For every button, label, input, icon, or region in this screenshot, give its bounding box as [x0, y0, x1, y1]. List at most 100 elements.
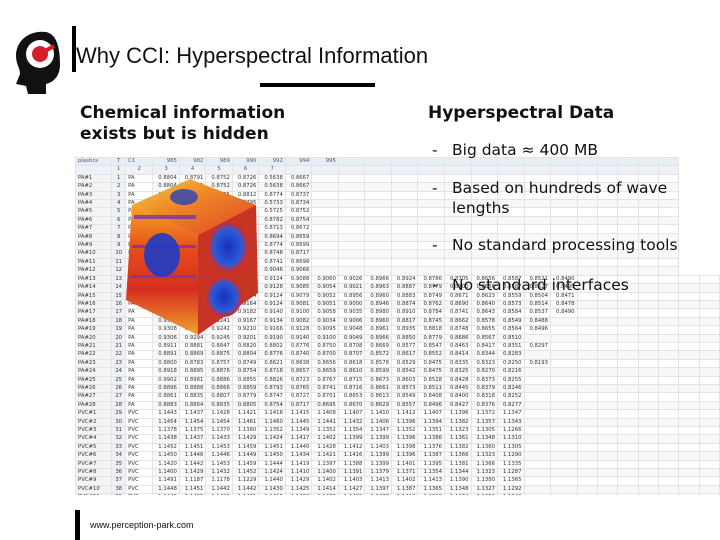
table-cell [637, 392, 659, 402]
table-cell: 992 [258, 157, 286, 167]
table-cell [637, 266, 659, 276]
table-cell: PVC#2 [75, 417, 113, 428]
table-cell: 0.8373 [470, 375, 499, 385]
table-cell [550, 367, 578, 377]
table-cell: PA#24 [75, 367, 113, 377]
table-row: PA#23 23 PA 0.8800 0.8783 0.8757 0.8749 0.8621 0… [75, 358, 720, 369]
table-cell: 1.1415 [337, 493, 366, 495]
table-cell: 0.8599 [364, 367, 392, 377]
table-cell: 1.1433 [205, 434, 233, 444]
table-cell: 0.9006 [337, 316, 366, 327]
table-cell: 1.1437 [178, 409, 207, 419]
table-cell [617, 392, 639, 402]
table-cell: 1.1440 [258, 476, 286, 486]
table-cell [617, 333, 639, 343]
table-cell [617, 358, 639, 369]
table-cell [698, 468, 720, 478]
table-cell: 21 [111, 341, 127, 352]
table-cell [698, 308, 720, 318]
table-cell [550, 425, 578, 436]
table-cell [417, 224, 445, 234]
table-cell: PA#23 [75, 358, 113, 369]
table-cell: 1.1419 [284, 459, 313, 470]
table-cell: 1.1382 [443, 417, 472, 428]
bullet-text: Big data ≈ 400 MB [452, 141, 598, 159]
table-cell: 0.8820 [231, 341, 260, 352]
bullet-text: No standard processing tools [452, 236, 678, 254]
table-cell [657, 451, 680, 461]
table-cell: 1.1452 [152, 442, 180, 453]
table-cell [617, 266, 639, 276]
table-cell: 1.1366 [470, 493, 499, 495]
table-cell: 1.1305 [497, 442, 525, 453]
table-cell [550, 257, 578, 268]
table-cell: 1.1412 [390, 409, 419, 419]
table-cell [698, 434, 720, 444]
table-cell [596, 308, 619, 318]
table-cell: 1.1360 [231, 425, 260, 436]
table-cell [311, 165, 339, 175]
table-cell: 0.8980 [364, 308, 392, 318]
table-cell: 1.1429 [231, 434, 260, 444]
table-cell: 1.1448 [152, 484, 180, 495]
bullet-item: - Based on hundreds of wave lengths [432, 178, 717, 218]
table-cell: 0.8859 [231, 383, 260, 394]
table-cell: 1.1429 [205, 493, 233, 495]
table-cell: 1.1394 [417, 417, 445, 428]
table-cell: 1.1399 [337, 434, 366, 444]
table-cell [596, 425, 619, 436]
table-cell [364, 232, 392, 243]
table-cell [657, 484, 680, 495]
table-cell [470, 165, 499, 175]
table-cell [550, 316, 578, 327]
table-cell [698, 375, 720, 385]
table-cell [637, 476, 659, 486]
bullet-dash: - [432, 179, 438, 197]
table-cell: 2 [125, 165, 154, 175]
table-cell: 1.1342 [497, 493, 525, 495]
table-cell: 0.8549 [390, 392, 419, 402]
table-cell: 1.1413 [417, 476, 445, 486]
table-cell: PA#17 [75, 308, 113, 318]
table-cell [596, 400, 619, 411]
table-cell: 0.8610 [337, 367, 366, 377]
table-cell: 0.8414 [443, 350, 472, 360]
table-cell [678, 484, 700, 495]
table-cell: PVC [125, 468, 154, 478]
table-cell [523, 451, 552, 461]
table-cell: 0.8861 [152, 392, 180, 402]
table-cell: 0.8400 [443, 392, 472, 402]
table-cell [337, 232, 366, 243]
table-cell: 1.1348 [443, 484, 472, 495]
table-cell: 0.8956 [337, 291, 366, 301]
table-cell [550, 459, 578, 470]
table-cell: PA#18 [75, 316, 113, 327]
table-cell: 0.8490 [550, 308, 578, 318]
table-cell [364, 249, 392, 259]
table-cell [698, 493, 720, 495]
table-cell: 0.8417 [470, 341, 499, 352]
table-cell: 1.1397 [311, 459, 339, 470]
table-cell [637, 165, 659, 175]
table-cell: 33 [111, 442, 127, 453]
table-cell: 1.1397 [364, 484, 392, 495]
table-row: PVC#1 29 PVC 1.1443 1.1437 1.1428 1.1421 1.1418… [75, 409, 720, 419]
table-cell: 1.1396 [390, 451, 419, 461]
table-cell [550, 409, 578, 419]
table-cell: 1.1395 [417, 459, 445, 470]
table-cell: 1.1407 [417, 409, 445, 419]
table-cell: 982 [178, 157, 207, 167]
table-cell [523, 442, 552, 453]
table-cell: 0.8754 [258, 400, 286, 411]
table-cell [617, 468, 639, 478]
table-cell: 0.8707 [337, 350, 366, 360]
table-cell [657, 308, 680, 318]
table-cell: 0.8708 [337, 341, 366, 352]
table-cell [576, 442, 598, 453]
table-cell: 1.1178 [205, 476, 233, 486]
table-cell: 0.8767 [311, 375, 339, 385]
table-cell [337, 257, 366, 268]
table-cell [698, 383, 720, 394]
table-cell [637, 358, 659, 369]
table-cell: 0.8617 [390, 350, 419, 360]
